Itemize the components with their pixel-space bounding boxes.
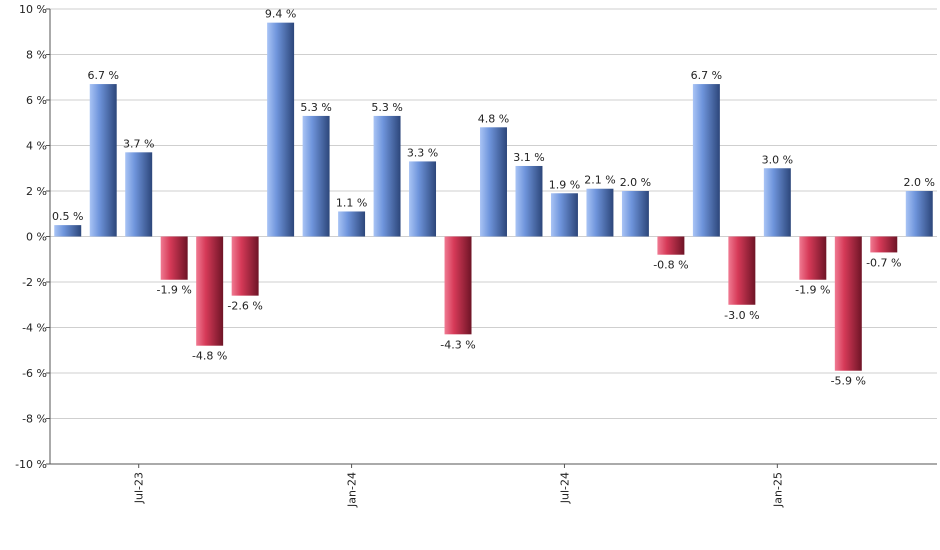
data-label: 2.1 % — [584, 174, 615, 187]
data-label: -4.8 % — [192, 350, 227, 363]
data-label: 5.3 % — [300, 101, 331, 114]
bar — [89, 84, 117, 237]
bar — [870, 236, 898, 253]
data-label: 4.8 % — [478, 112, 509, 125]
bar — [444, 236, 472, 335]
x-tick-label: Jul-23 — [133, 472, 146, 504]
data-label: -3.0 % — [724, 309, 759, 322]
y-tick-label: 10 % — [19, 3, 47, 16]
data-label: 6.7 % — [691, 69, 722, 82]
bar — [905, 191, 933, 237]
bar — [267, 22, 295, 237]
bar — [763, 168, 791, 237]
bar — [480, 127, 507, 237]
axes — [49, 9, 937, 465]
data-label: 3.3 % — [407, 146, 438, 159]
data-label: 5.3 % — [371, 101, 402, 114]
bar — [657, 236, 685, 255]
data-label: 3.1 % — [513, 151, 544, 164]
data-label: -0.7 % — [866, 256, 901, 269]
data-label: 1.1 % — [336, 196, 367, 209]
data-label: 3.7 % — [123, 137, 154, 150]
bar — [799, 236, 827, 280]
y-tick-label: -10 % — [15, 458, 47, 471]
bar — [54, 225, 82, 237]
bar — [550, 193, 578, 237]
bar — [728, 236, 756, 305]
data-label: 9.4 % — [265, 8, 296, 21]
y-tick-label: -6 % — [22, 367, 47, 380]
bar — [621, 191, 649, 237]
bar — [160, 236, 188, 280]
x-tick-label: Jan-25 — [771, 472, 784, 508]
y-tick-label: 4 % — [26, 140, 47, 153]
data-label: -0.8 % — [653, 259, 688, 272]
y-tick-label: 8 % — [26, 49, 47, 62]
bar — [302, 115, 330, 237]
bar — [338, 211, 366, 237]
y-axis-ticks: -10 % -8 % -6 % -4 % -2 % 0 % 2 % 4 % 6 % 8 % 10 % — [15, 3, 50, 471]
y-tick-label: 2 % — [26, 185, 47, 198]
data-label: -1.9 % — [795, 284, 830, 297]
x-tick-label: Jan-24 — [346, 472, 359, 508]
y-tick-label: -4 % — [22, 322, 47, 335]
data-label: 0.5 % — [52, 210, 83, 223]
y-tick-label: -2 % — [22, 276, 47, 289]
y-tick-label: -8 % — [22, 413, 47, 426]
y-tick-label: 0 % — [26, 231, 47, 244]
bar — [196, 236, 224, 346]
data-label: -4.3 % — [440, 338, 475, 351]
bar — [125, 152, 153, 237]
x-axis-ticks: Jul-23 Jan-24 Jul-24 Jan-25 — [133, 464, 784, 508]
data-label: 2.0 % — [904, 176, 935, 189]
data-label: 6.7 % — [87, 69, 118, 82]
data-label: 2.0 % — [620, 176, 651, 189]
data-label: -5.9 % — [831, 375, 866, 388]
data-labels: 0.5 % 6.7 % 3.7 % -1.9 % -4.8 % -2.6 % 9.4 % 5.… — [52, 8, 935, 388]
data-label: -2.6 % — [227, 300, 262, 313]
bar — [834, 236, 862, 371]
x-tick-label: Jul-24 — [558, 472, 571, 504]
bar — [586, 188, 614, 237]
bar — [409, 161, 437, 237]
data-label: 3.0 % — [762, 153, 793, 166]
bars — [54, 22, 933, 371]
bar — [515, 165, 543, 237]
bar — [373, 115, 401, 237]
data-label: -1.9 % — [156, 284, 191, 297]
bar — [692, 84, 720, 237]
data-label: 1.9 % — [549, 178, 580, 191]
y-tick-label: 6 % — [26, 94, 47, 107]
bar — [231, 236, 259, 296]
